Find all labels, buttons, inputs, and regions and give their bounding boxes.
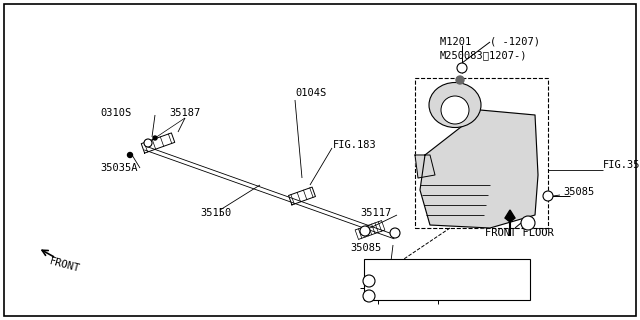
Polygon shape xyxy=(415,155,435,178)
Text: 35117: 35117 xyxy=(360,208,391,218)
Polygon shape xyxy=(505,210,515,222)
Text: FRONT FLOOR: FRONT FLOOR xyxy=(485,228,554,238)
Text: M250083、1207-): M250083、1207-) xyxy=(440,50,527,60)
Circle shape xyxy=(456,76,464,84)
Text: 35085: 35085 xyxy=(563,187,595,197)
Bar xyxy=(415,78,548,228)
Circle shape xyxy=(127,153,132,157)
Text: 0104S: 0104S xyxy=(295,88,326,98)
Text: M1201   ( -1207): M1201 ( -1207) xyxy=(440,37,540,47)
Circle shape xyxy=(385,261,395,271)
Circle shape xyxy=(144,139,152,147)
Circle shape xyxy=(363,275,375,287)
Circle shape xyxy=(457,63,467,73)
Bar xyxy=(364,259,530,300)
Text: 1: 1 xyxy=(367,278,371,284)
Ellipse shape xyxy=(429,83,481,127)
Circle shape xyxy=(363,290,375,302)
Text: FIG.183: FIG.183 xyxy=(333,140,377,150)
Text: FRONT: FRONT xyxy=(48,256,81,274)
Text: 0310S: 0310S xyxy=(100,108,131,118)
Text: 1: 1 xyxy=(525,219,531,228)
Circle shape xyxy=(521,216,535,230)
Text: ( -1209): ( -1209) xyxy=(441,276,481,285)
Circle shape xyxy=(360,226,370,236)
Text: FIG.351-2: FIG.351-2 xyxy=(603,160,640,170)
Text: 35085: 35085 xyxy=(350,243,381,253)
Ellipse shape xyxy=(441,96,469,124)
Text: 35187: 35187 xyxy=(170,108,200,118)
Text: (1209-): (1209-) xyxy=(441,292,476,300)
Text: 35035A: 35035A xyxy=(100,163,138,173)
Polygon shape xyxy=(420,110,538,228)
Text: W410038: W410038 xyxy=(381,276,416,285)
Text: 35150: 35150 xyxy=(200,208,231,218)
Text: 1: 1 xyxy=(367,293,371,299)
Circle shape xyxy=(543,191,553,201)
Text: W410045: W410045 xyxy=(381,292,416,300)
Circle shape xyxy=(153,136,157,140)
Circle shape xyxy=(390,228,400,238)
